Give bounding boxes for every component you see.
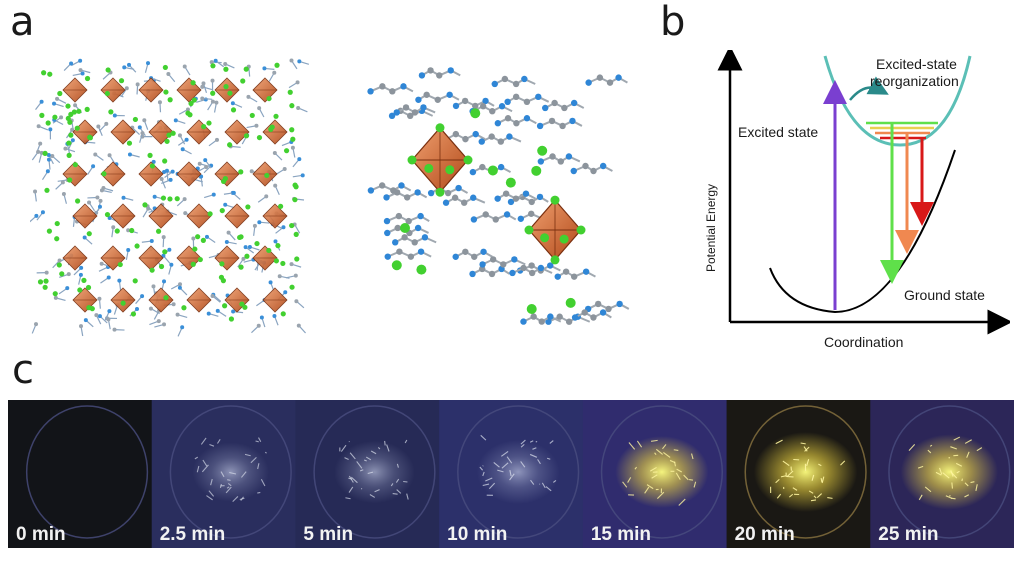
- x-axis-label: Coordination: [824, 334, 903, 350]
- frame-time-label: 10 min: [447, 524, 507, 545]
- panel-letter-a: a: [10, 0, 35, 45]
- frame-time-label: 25 min: [878, 524, 938, 545]
- ground-state-label: Ground state: [904, 287, 985, 303]
- y-axis-label: Potential Energy: [704, 184, 718, 272]
- time-lapse-frame: 20 min: [726, 400, 871, 548]
- frame-time-label: 5 min: [303, 524, 353, 545]
- time-lapse-strip: 0 min 2.5 min 5 min 10 min 15 min 20 min 25 mi…: [8, 400, 1014, 548]
- molecular-unit: [367, 67, 630, 325]
- crystal-structure-illustration: [30, 58, 630, 337]
- frame-time-label: 0 min: [16, 524, 66, 545]
- time-lapse-frame: 0 min: [8, 400, 153, 548]
- panel-letter-b: b: [660, 0, 686, 45]
- panel-letter-c: c: [12, 347, 34, 393]
- excited-state-label: Excited state: [738, 124, 818, 140]
- potential-energy-diagram: Excited-state reorganization Excited sta…: [704, 50, 1010, 350]
- excited-reorg-label-line2: reorganization: [870, 73, 959, 89]
- reorganization-arrow: [849, 76, 889, 101]
- frame-time-label: 15 min: [591, 524, 651, 545]
- frame-time-label: 20 min: [735, 524, 795, 545]
- time-lapse-frame: 2.5 min: [151, 400, 296, 548]
- time-lapse-frame: 10 min: [439, 400, 584, 548]
- excited-reorg-label-line1: Excited-state: [876, 56, 957, 72]
- packed-lattice: [30, 58, 310, 337]
- time-lapse-frame: 25 min: [870, 400, 1014, 548]
- frame-time-label: 2.5 min: [160, 524, 225, 545]
- time-lapse-frame: 5 min: [295, 400, 440, 548]
- time-lapse-frame: 15 min: [582, 400, 728, 548]
